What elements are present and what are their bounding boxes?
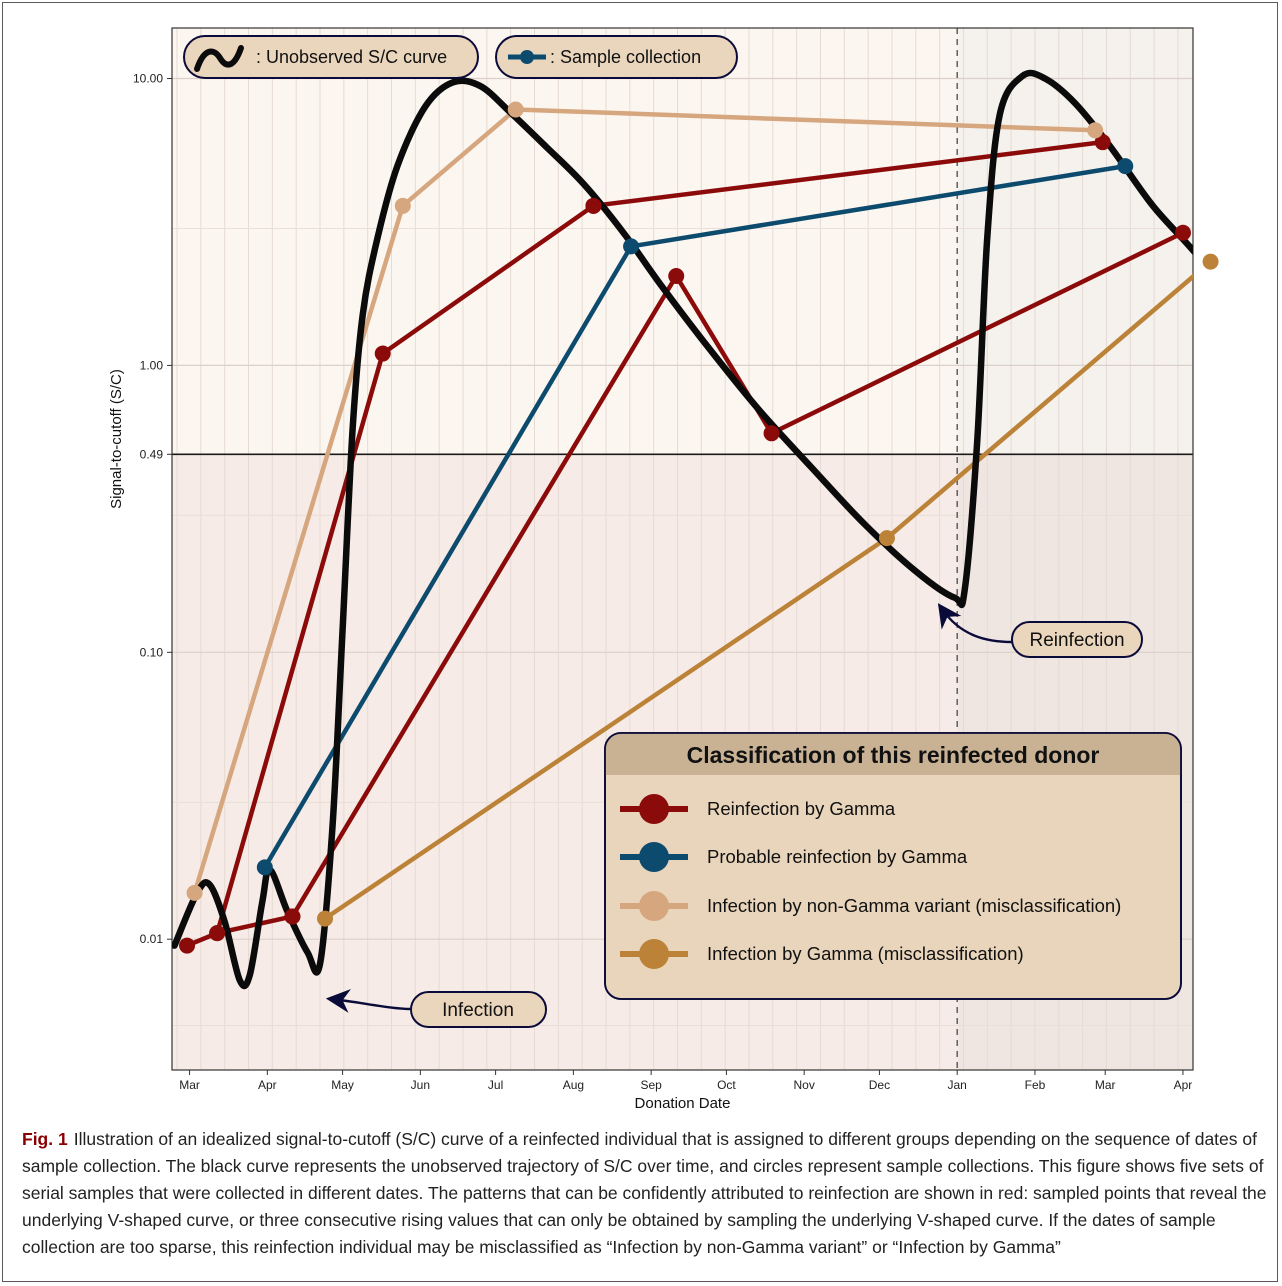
plot-border: [171, 27, 1194, 1071]
sample-point: [1202, 253, 1219, 270]
legend-entry-label: Probable reinfection by Gamma: [707, 846, 968, 867]
sample-point: [179, 937, 196, 954]
legend-sample-label: : Sample collection: [550, 47, 701, 67]
legend-entry-label: Infection by Gamma (misclassification): [707, 943, 1024, 964]
reinfection-arrow: [937, 603, 1013, 644]
x-tick-label: Jul: [488, 1078, 503, 1092]
sample-point: [668, 267, 685, 284]
y-tick-label: 0.49: [140, 447, 164, 461]
sample-point: [284, 908, 301, 925]
legend-entry-label: Infection by non-Gamma variant (misclass…: [707, 895, 1121, 916]
panel-bg-upper-left: [172, 28, 958, 455]
sample-point: [256, 859, 273, 876]
infection-arrow: [325, 989, 412, 1013]
reinfection-label-box: [1011, 621, 1143, 658]
legend-entry-dot: [639, 794, 669, 824]
legend-entry-dot: [639, 842, 669, 872]
y-tick-label: 0.01: [140, 932, 164, 946]
caption-label: Fig. 1: [22, 1129, 68, 1149]
sample-point: [878, 530, 895, 547]
curve-legend-icon: [194, 45, 244, 72]
classification-legend-border: [604, 732, 1182, 1000]
y-axis-label: Signal-to-cutoff (S/C): [108, 369, 125, 509]
sample-legend-dot: [520, 50, 534, 64]
sample-point: [585, 197, 602, 214]
sample-series-line: [593, 139, 1103, 209]
legend-curve-box: [183, 35, 479, 79]
x-tick-label: Sep: [640, 1078, 662, 1092]
x-tick-label: Jan: [948, 1078, 967, 1092]
figure-caption: Fig. 1 Illustration of an idealized signa…: [22, 1126, 1272, 1261]
x-tick-label: Mar: [1095, 1078, 1116, 1092]
sample-point: [317, 910, 334, 927]
sample-point: [394, 197, 411, 214]
sample-point: [1094, 134, 1111, 151]
sample-point: [507, 101, 524, 118]
sc-curve-chart: 0.01 0.10 0.49 1.00 10.00 Mar Apr May Jun Jul Aug S…: [108, 27, 1219, 1112]
sample-point: [374, 345, 391, 362]
x-tick-label: Dec: [869, 1078, 890, 1092]
sample-point: [623, 238, 640, 255]
y-tick-label: 0.10: [140, 645, 164, 659]
legend-entry-dot: [639, 939, 669, 969]
legend-curve-label: : Unobserved S/C curve: [256, 47, 447, 67]
sample-series-line: [290, 230, 1184, 918]
x-axis-label: Donation Date: [635, 1095, 731, 1112]
x-tick-label: Nov: [793, 1078, 814, 1092]
sample-point: [1174, 224, 1191, 241]
panel-bg-upper-right: [957, 28, 1193, 455]
x-tick-label: Feb: [1025, 1078, 1046, 1092]
sample-point: [763, 425, 780, 442]
classification-legend-title: Classification of this reinfected donor: [687, 742, 1100, 768]
sample-point: [186, 884, 203, 901]
x-tick-label: Aug: [563, 1078, 584, 1092]
x-tick-label: Apr: [1174, 1078, 1193, 1092]
reinfection-label: Reinfection: [1029, 630, 1124, 651]
x-tick-label: May: [331, 1078, 354, 1092]
infection-label: Infection: [442, 1000, 514, 1021]
sample-point: [1117, 158, 1134, 175]
y-tick-label: 10.00: [133, 72, 163, 86]
sample-point: [209, 925, 226, 942]
sample-point: [1087, 122, 1104, 139]
x-tick-label: Jun: [411, 1078, 430, 1092]
y-tick-label: 1.00: [140, 358, 164, 372]
x-tick-label: Oct: [717, 1078, 736, 1092]
legend-sample-box: [495, 35, 738, 79]
x-tick-label: Apr: [258, 1078, 277, 1092]
sample-series-line: [192, 107, 1096, 894]
caption-text: Illustration of an idealized signal-to-c…: [22, 1129, 1267, 1257]
legend-entry-label: Reinfection by Gamma: [707, 798, 896, 819]
classification-legend-header: [605, 733, 1181, 775]
legend-entry-dot: [639, 891, 669, 921]
x-tick-label: Mar: [179, 1078, 200, 1092]
unobserved-sc-curve: [172, 69, 1193, 990]
